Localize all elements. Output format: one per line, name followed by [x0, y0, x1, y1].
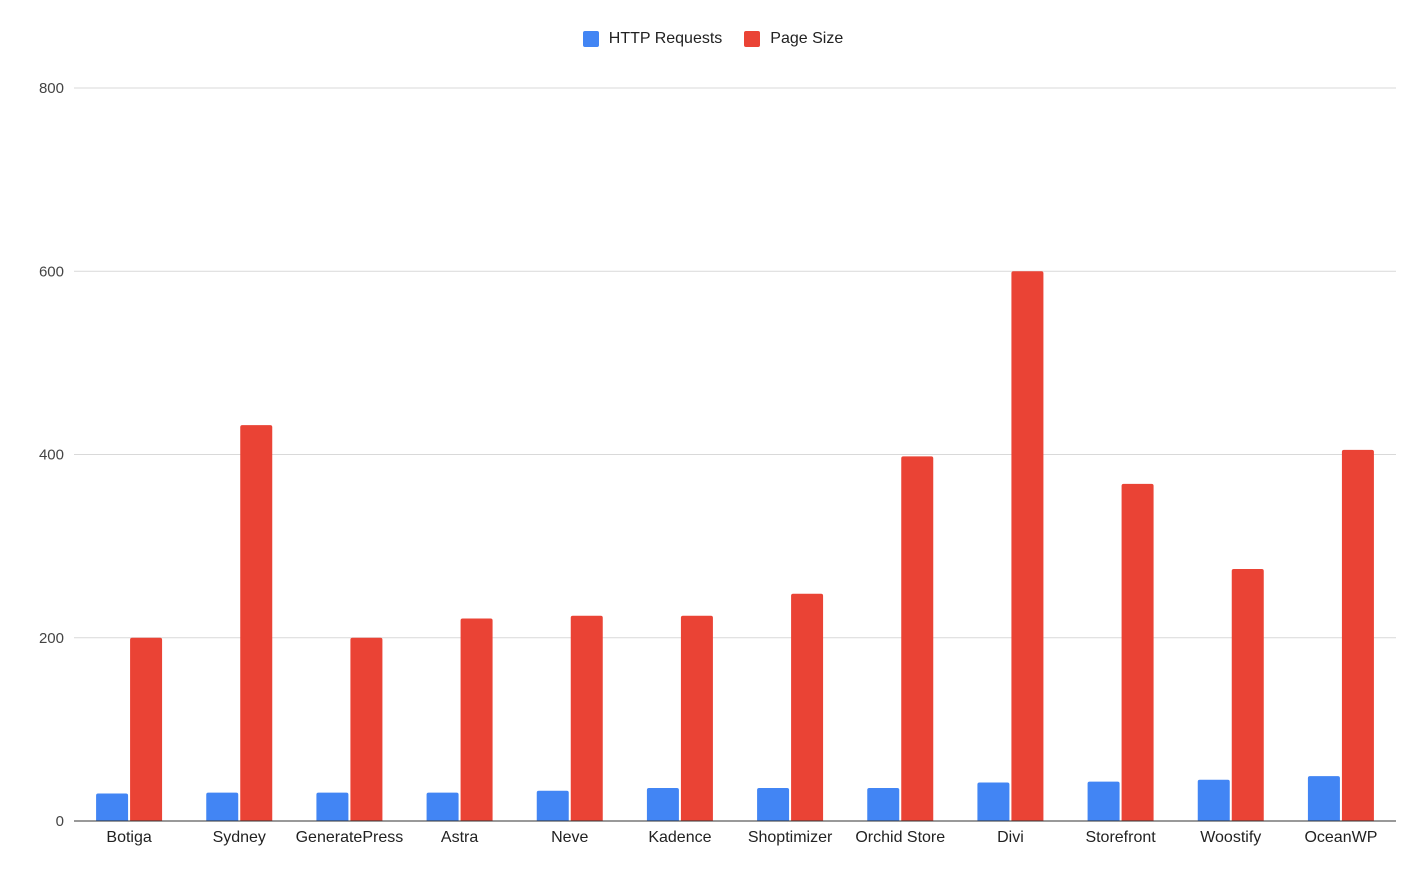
y-tick-label-400: 400: [39, 447, 64, 464]
x-tick-label: Shoptimizer: [748, 829, 833, 846]
bar-http-requests-neve: [536, 790, 569, 821]
x-tick-label: Kadence: [648, 829, 711, 846]
bar-http-requests-astra: [426, 792, 459, 821]
bar-page-size-neve: [570, 615, 603, 821]
bar-page-size-generatepress: [350, 637, 383, 821]
bar-http-requests-woostify: [1197, 779, 1230, 821]
y-tick-label-800: 800: [39, 80, 64, 97]
bar-http-requests-orchid-store: [867, 788, 900, 821]
bar-page-size-sydney: [240, 425, 273, 821]
bar-http-requests-shoptimizer: [757, 788, 790, 821]
bar-page-size-storefront: [1121, 483, 1154, 821]
x-tick-label: Astra: [441, 829, 478, 846]
bar-http-requests-botiga: [96, 793, 129, 821]
legend-swatch-page-size: [744, 31, 761, 47]
bar-http-requests-divi: [977, 782, 1010, 821]
y-tick-label-200: 200: [39, 630, 64, 647]
x-tick-label: Divi: [997, 829, 1024, 846]
x-tick-label: GeneratePress: [296, 829, 404, 846]
x-tick-label: Sydney: [213, 829, 266, 846]
bar-http-requests-sydney: [206, 792, 239, 821]
bar-page-size-divi: [1011, 271, 1044, 821]
bar-page-size-woostify: [1231, 569, 1264, 821]
bar-http-requests-kadence: [646, 788, 679, 821]
legend-label-http-requests: HTTP Requests: [608, 30, 723, 47]
legend-item-page-size[interactable]: Page Size: [744, 30, 843, 48]
x-tick-label: OceanWP: [1304, 829, 1377, 846]
x-tick-label: Storefront: [1085, 829, 1156, 846]
y-tick-label-0: 0: [56, 813, 64, 830]
bar-http-requests-storefront: [1087, 781, 1120, 821]
bar-page-size-orchid-store: [901, 456, 934, 821]
legend-label-page-size: Page Size: [770, 30, 844, 47]
bar-http-requests-generatepress: [316, 792, 349, 821]
x-tick-label: Botiga: [106, 829, 151, 846]
bar-page-size-kadence: [680, 615, 713, 821]
x-tick-label: Orchid Store: [855, 829, 945, 846]
bar-page-size-shoptimizer: [791, 593, 824, 821]
legend-swatch-http-requests: [582, 31, 599, 47]
bar-page-size-oceanwp: [1341, 449, 1374, 821]
bar-http-requests-oceanwp: [1307, 776, 1340, 821]
bar-page-size-astra: [460, 618, 493, 821]
x-tick-label: Neve: [551, 829, 588, 846]
x-tick-label: Woostify: [1200, 829, 1261, 846]
bar-page-size-botiga: [130, 637, 163, 821]
legend-item-http-requests[interactable]: HTTP Requests: [582, 30, 723, 48]
y-tick-label-600: 600: [39, 263, 64, 280]
legend: HTTP Requests Page Size: [0, 30, 1426, 48]
